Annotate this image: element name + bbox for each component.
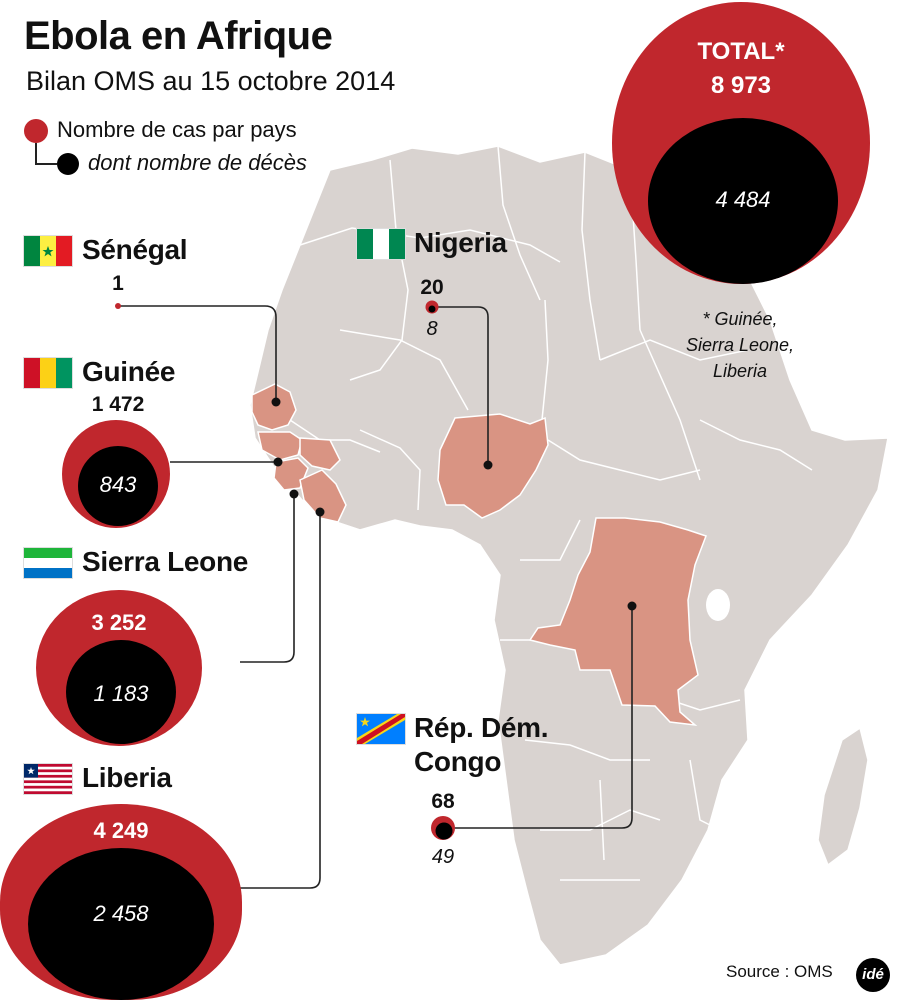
nigeria-flag-icon xyxy=(357,229,405,259)
total-label: TOTAL* xyxy=(697,38,785,65)
nigeria-shape xyxy=(437,413,549,519)
rdc-leader-line xyxy=(446,606,633,829)
rdc-name-line-1: Rép. Dém. xyxy=(414,712,549,743)
sierra-leone-name: Sierra Leone xyxy=(82,546,249,577)
sierra-leone-deaths: 1 183 xyxy=(93,681,149,706)
nigeria-deaths-bubble xyxy=(428,305,436,313)
legend-connector xyxy=(35,143,57,165)
liberia-leader-line xyxy=(238,512,321,889)
guinee-flag-icon xyxy=(24,358,72,388)
page-subtitle: Bilan OMS au 15 octobre 2014 xyxy=(26,66,396,96)
source-credit: Source : OMS xyxy=(726,962,833,981)
guinee-shape xyxy=(251,383,297,431)
liberia-flag-icon xyxy=(24,764,72,794)
rdc-shape xyxy=(528,517,707,727)
total-footnote: * Guinée, Sierra Leone, Liberia xyxy=(660,306,820,384)
senegal-flag-icon xyxy=(24,236,72,266)
senegal-name: Sénégal xyxy=(82,234,188,265)
sierra-leone-leader-line xyxy=(240,494,295,663)
total-deaths-value: 4 484 xyxy=(715,187,771,212)
sierra-leone-shape xyxy=(273,457,309,491)
guinee-deaths: 843 xyxy=(99,472,137,497)
rdc-cases: 68 xyxy=(431,790,455,813)
rdc-name-line-2: Congo xyxy=(414,746,502,777)
total-cases-value: 8 973 xyxy=(710,72,772,99)
guinee-shape-2 xyxy=(257,431,303,461)
legend-cases-label: Nombre de cas par pays xyxy=(57,117,297,142)
madagascar xyxy=(817,726,869,867)
liberia-cases: 4 249 xyxy=(93,818,149,843)
leader-lines xyxy=(118,305,633,889)
legend-deaths-swatch xyxy=(57,153,79,175)
guinee-deaths-bubble xyxy=(78,446,158,526)
leader-dots xyxy=(271,397,637,611)
total-footnote-line-1: * Guinée, xyxy=(702,309,778,329)
nigeria-cases: 20 xyxy=(420,276,444,299)
ide-logo: idé xyxy=(856,958,890,992)
liberia-shape xyxy=(299,469,347,523)
liberia-name: Liberia xyxy=(82,762,172,793)
senegal-cases-bubble xyxy=(115,303,121,309)
rdc-flag-icon xyxy=(357,714,405,744)
total-footnote-line-3: Liberia xyxy=(712,361,768,381)
sierra-leone-deaths-bubble xyxy=(66,640,176,744)
total-footnote-line-2: Sierra Leone, xyxy=(685,335,795,355)
nigeria-leader-line xyxy=(430,306,489,465)
page-title: Ebola en Afrique xyxy=(24,14,333,58)
liberia-deaths-bubble xyxy=(28,848,214,1000)
guinee-cases: 1 472 xyxy=(91,393,145,416)
rdc-deaths: 49 xyxy=(431,846,455,868)
nigeria-name: Nigeria xyxy=(414,227,507,258)
lake-victoria xyxy=(706,589,730,621)
legend-deaths-label: dont nombre de décès xyxy=(88,150,307,175)
sierra-leone-flag-icon xyxy=(24,548,72,578)
senegal-leader-line xyxy=(118,305,277,402)
rdc-deaths-bubble xyxy=(435,822,453,840)
affected-countries xyxy=(251,383,707,727)
nigeria-deaths: 8 xyxy=(426,318,438,340)
legend-cases-swatch xyxy=(24,119,48,143)
guinee-name: Guinée xyxy=(82,356,176,387)
sierra-leone-cases: 3 252 xyxy=(91,610,147,635)
guinee-shape-3 xyxy=(299,437,341,471)
total-deaths-bubble xyxy=(648,118,838,284)
liberia-deaths: 2 458 xyxy=(93,901,149,926)
senegal-cases: 1 xyxy=(112,272,124,295)
